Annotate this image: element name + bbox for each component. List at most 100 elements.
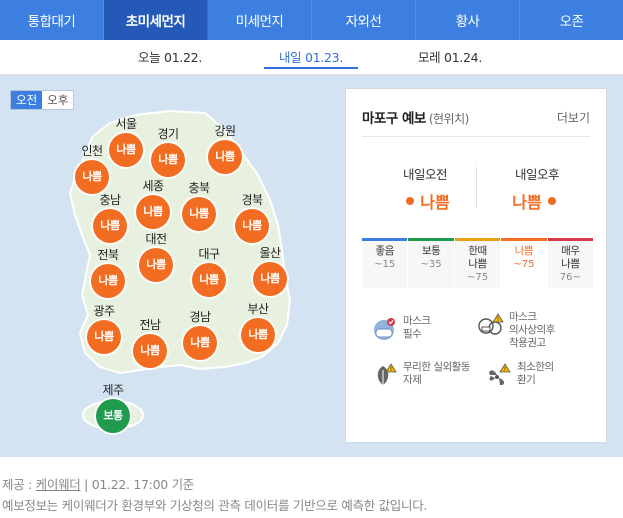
region-name: 경기 bbox=[157, 127, 179, 141]
advice-line: 마스크 bbox=[403, 315, 431, 327]
grade-good: 좋음 ~15 bbox=[362, 238, 408, 288]
am-button[interactable]: 오전 bbox=[11, 91, 43, 109]
tab-ultrafine-dust[interactable]: 초미세먼지 bbox=[104, 0, 208, 40]
region-gyeonggi[interactable]: 경기 나쁨 bbox=[148, 127, 188, 177]
advice-outdoor-text: 무리한 실외활동 자제 bbox=[403, 361, 470, 387]
forecast-am-label: 내일오전 bbox=[402, 167, 448, 182]
forecast-pm-value: 나쁨 bbox=[512, 193, 542, 212]
region-status-badge: 나쁨 bbox=[91, 264, 125, 298]
region-busan[interactable]: 부산 나쁨 bbox=[238, 302, 278, 352]
advice-mask: 마스크 필수 bbox=[370, 315, 490, 343]
region-status-badge: 나쁨 bbox=[133, 334, 167, 368]
forecast-pm-value-row: 나쁨 bbox=[482, 189, 592, 213]
tab-uv[interactable]: 자외선 bbox=[312, 0, 416, 40]
region-status-badge: 나쁨 bbox=[93, 209, 127, 243]
region-daegu[interactable]: 대구 나쁨 bbox=[189, 247, 229, 297]
forecast-notice: 예보정보는 케이웨더가 환경부와 기상청의 관측 데이터를 기반으로 예측한 값… bbox=[2, 498, 428, 513]
region-sejong[interactable]: 세종 나쁨 bbox=[133, 179, 173, 229]
tab-today[interactable]: 오늘 01.22. bbox=[137, 50, 203, 65]
tab-fine-dust[interactable]: 미세먼지 bbox=[208, 0, 312, 40]
region-status-badge: 나쁨 bbox=[208, 140, 242, 174]
pm-button[interactable]: 오후 bbox=[47, 93, 69, 107]
tab-integrated-air[interactable]: 통합대기 bbox=[0, 0, 104, 40]
region-status-badge: 나쁨 bbox=[75, 160, 109, 194]
region-daejeon[interactable]: 대전 나쁨 bbox=[136, 232, 176, 282]
grade-scale: 좋음 ~15 보통 ~35 한때 나쁨 ~75 나쁨 ~75 매우 bbox=[362, 238, 594, 288]
provider-prefix: 제공 : bbox=[2, 477, 36, 492]
region-gangwon[interactable]: 강원 나쁨 bbox=[205, 124, 245, 174]
current-location-note: (현위치) bbox=[428, 112, 469, 126]
region-gyeongnam[interactable]: 경남 나쁨 bbox=[180, 310, 220, 360]
forecast-pm: 내일오후 나쁨 bbox=[482, 164, 592, 213]
forecast-am-value: 나쁨 bbox=[420, 193, 450, 212]
region-jeonbuk[interactable]: 전북 나쁨 bbox=[88, 248, 128, 298]
region-gwangju[interactable]: 광주 나쁨 bbox=[84, 304, 124, 354]
region-name: 강원 bbox=[214, 124, 236, 138]
region-name: 서울 bbox=[115, 117, 137, 131]
advice-line: 의사상의후 bbox=[509, 324, 555, 336]
region-seoul[interactable]: 서울 나쁨 bbox=[106, 117, 146, 167]
grade-name-line2: 나쁨 bbox=[468, 258, 487, 270]
region-name: 대구 bbox=[198, 247, 220, 261]
tab-ozone[interactable]: 오존 bbox=[559, 14, 584, 30]
grade-range: ~35 bbox=[420, 259, 442, 270]
region-name: 경북 bbox=[241, 193, 263, 207]
region-status-badge: 보통 bbox=[96, 399, 130, 433]
region-name: 전남 bbox=[139, 318, 161, 332]
grade-name: 한때 bbox=[468, 245, 487, 257]
grade-temporarily-bad: 한때 나쁨 ~75 bbox=[454, 238, 501, 288]
region-chungnam[interactable]: 충남 나쁨 bbox=[90, 193, 130, 243]
grade-name: 매우 bbox=[561, 245, 580, 257]
status-dot-icon bbox=[406, 197, 415, 205]
region-status-badge: 나쁨 bbox=[235, 209, 269, 243]
region-name: 광주 bbox=[93, 304, 115, 318]
forecast-pm-label: 내일오후 bbox=[514, 167, 560, 182]
provider-link[interactable]: 케이웨더 bbox=[35, 477, 81, 492]
region-status-badge: 나쁨 bbox=[139, 248, 173, 282]
advice-doctor-mask-text: 마스크 의사상의후 착용권고 bbox=[509, 311, 555, 350]
svg-text:!: ! bbox=[497, 316, 499, 323]
region-name: 충남 bbox=[99, 193, 121, 207]
tab-tomorrow[interactable]: 내일 01.23. bbox=[264, 40, 358, 75]
region-name: 부산 bbox=[247, 302, 269, 316]
advice-doctor-mask: ! 마스크 의사상의후 착용권고 bbox=[476, 311, 601, 350]
region-status-badge: 나쁨 bbox=[241, 318, 275, 352]
day-tabs: 오늘 01.22. 내일 01.23. 모레 01.24. bbox=[0, 40, 623, 75]
advice-line: 마스크 bbox=[509, 311, 537, 323]
advice-line: 환기 bbox=[517, 374, 536, 386]
region-status-badge: 나쁨 bbox=[151, 143, 185, 177]
advice-ventilation-text: 최소한의 환기 bbox=[517, 361, 554, 387]
forecast-separator bbox=[476, 167, 477, 207]
forecast-title: 마포구 예보 bbox=[362, 111, 426, 127]
region-ulsan[interactable]: 울산 나쁨 bbox=[250, 246, 290, 296]
grade-name: 보통 bbox=[421, 245, 441, 257]
grade-range: ~75 bbox=[513, 259, 535, 270]
region-name: 울산 bbox=[259, 246, 281, 260]
region-name: 인천 bbox=[81, 144, 103, 158]
region-gyeongbuk[interactable]: 경북 나쁨 bbox=[232, 193, 272, 243]
advice-line: 필수 bbox=[403, 328, 422, 340]
forecast-am: 내일오전 나쁨 bbox=[370, 164, 480, 213]
ampm-toggle: 오전 오후 bbox=[10, 90, 75, 110]
region-jeonnam[interactable]: 전남 나쁨 bbox=[130, 318, 170, 368]
grade-range: ~75 bbox=[466, 272, 489, 283]
advice-outdoor: ! 무리한 실외활동 자제 bbox=[370, 361, 482, 389]
tab-yellow-dust[interactable]: 황사 bbox=[416, 0, 520, 40]
region-jeju[interactable]: 제주 보통 bbox=[93, 383, 133, 433]
region-status-badge: 나쁨 bbox=[182, 197, 216, 231]
grade-bad: 나쁨 ~75 bbox=[501, 238, 547, 288]
region-status-badge: 나쁨 bbox=[183, 326, 217, 360]
region-name: 충북 bbox=[188, 181, 210, 195]
svg-text:!: ! bbox=[504, 366, 506, 373]
region-status-badge: 나쁨 bbox=[136, 195, 170, 229]
doctor-mask-icon: ! bbox=[478, 313, 504, 335]
more-link[interactable]: 더보기 bbox=[556, 111, 590, 125]
region-name: 대전 bbox=[145, 232, 167, 246]
region-incheon[interactable]: 인천 나쁨 bbox=[72, 144, 112, 194]
tab-day-after-tomorrow[interactable]: 모레 01.24. bbox=[417, 50, 483, 65]
region-chungbuk[interactable]: 충북 나쁨 bbox=[179, 181, 219, 231]
region-name: 전북 bbox=[97, 248, 119, 262]
status-dot-icon bbox=[547, 197, 556, 205]
grade-range: ~15 bbox=[374, 259, 396, 270]
